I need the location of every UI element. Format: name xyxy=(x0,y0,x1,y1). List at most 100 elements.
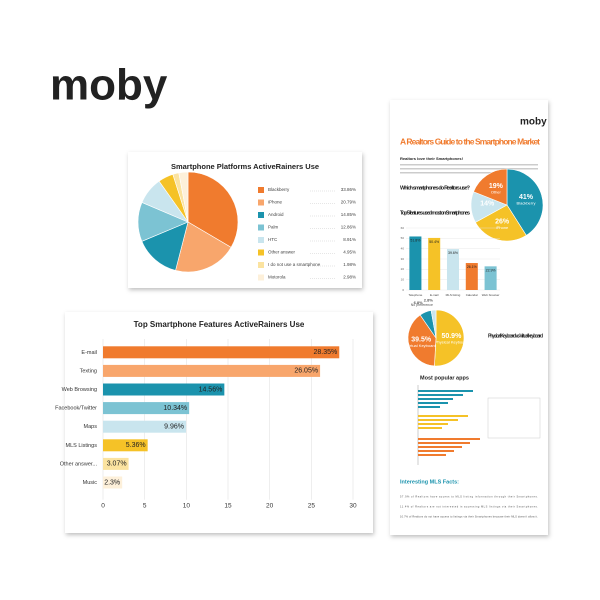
value-label: 50.4% xyxy=(429,240,439,244)
category-label: MLS Listings xyxy=(66,443,98,449)
x-tick-label: 30 xyxy=(349,503,357,510)
bar xyxy=(446,249,460,290)
value-label: 28.35% xyxy=(314,349,338,356)
intro-text-lines xyxy=(400,164,538,174)
category-label: E-mail xyxy=(81,350,97,356)
chart-title: Top Smartphone Features ActiveRainers Us… xyxy=(134,320,305,329)
value-label: 10.34% xyxy=(163,405,187,412)
x-tick-label: 10 xyxy=(183,503,191,510)
category-label: Texting xyxy=(80,368,97,374)
infographic-logo: moby xyxy=(520,117,547,128)
legend-label: Android xyxy=(268,212,284,217)
legend-swatch xyxy=(258,274,264,281)
legend-value: 1.98% xyxy=(343,262,356,267)
bar xyxy=(428,237,441,290)
y-tick-label: 20 xyxy=(401,267,405,271)
slice-value: 50.9% xyxy=(441,333,462,340)
category-label: Other answer... xyxy=(60,461,98,467)
slice-label: No preference xyxy=(411,303,433,307)
infographic-title: A Realtors Guide to the Smartphone Marke… xyxy=(400,136,540,146)
pie-slice xyxy=(475,204,527,242)
bar xyxy=(103,346,340,359)
category-label: Web Browsing xyxy=(62,387,97,393)
legend-value: 20.79% xyxy=(341,200,356,205)
legend-label: I do not use a smartphone xyxy=(268,262,321,267)
legend-label: Palm xyxy=(268,225,279,230)
y-tick-label: 10 xyxy=(401,277,405,281)
value-label: 51.8% xyxy=(410,238,420,242)
x-tick-label: 5 xyxy=(143,503,147,510)
y-tick-label: 60 xyxy=(401,226,405,230)
category-label: Web browser xyxy=(482,293,500,297)
pie-slice xyxy=(434,309,465,367)
category-label: Maps xyxy=(84,424,98,430)
pie-slice xyxy=(175,221,232,273)
slice-value: 14% xyxy=(480,201,495,208)
value-label: 3.07% xyxy=(107,461,127,468)
legend-value: 4.95% xyxy=(343,250,356,255)
facts-title: Interesting MLS Facts: xyxy=(400,479,459,485)
apps-title: Most popular apps xyxy=(420,375,469,381)
fact: 57.9% of Realtors have access to MLS lis… xyxy=(400,495,538,499)
x-tick-label: 25 xyxy=(308,503,316,510)
slice-label: Other xyxy=(491,190,502,195)
slice-label: Blackberry xyxy=(517,201,536,206)
legend-label: Blackberry xyxy=(268,187,290,192)
bar xyxy=(103,476,123,489)
bar xyxy=(409,236,422,290)
legend-value: 14.85% xyxy=(341,212,356,217)
legend-swatch xyxy=(258,249,264,256)
x-tick-label: 15 xyxy=(224,503,232,510)
value-label: 5.36% xyxy=(126,442,146,449)
pie-slice xyxy=(407,314,437,367)
slice-value: 41% xyxy=(519,194,534,201)
value-label: 26.05% xyxy=(294,368,318,375)
category-label: Calendar xyxy=(466,293,478,297)
y-tick-label: 50 xyxy=(401,236,405,240)
slice-value: 26% xyxy=(495,219,510,226)
bar xyxy=(103,457,129,470)
value-label: 22.9% xyxy=(486,268,496,272)
legend-swatch xyxy=(258,262,264,268)
legend-label: iPhone xyxy=(268,200,283,205)
legend-swatch xyxy=(258,199,264,206)
chart-title: Which smartphones do Realtors use? xyxy=(400,185,471,191)
slice-label: Virtual Keyboard xyxy=(406,343,436,348)
pie-slice xyxy=(187,171,239,248)
pie-slice xyxy=(178,171,189,223)
category-label: Facebook/Twitter xyxy=(55,406,97,412)
apps-chart xyxy=(417,385,541,465)
bar xyxy=(103,439,148,452)
y-tick-label: 30 xyxy=(401,257,405,261)
slice-label: iPhone xyxy=(496,225,509,230)
legend-label: Other answer xyxy=(268,250,296,255)
legend-swatch xyxy=(258,212,264,218)
bar xyxy=(103,383,225,396)
chart-title: Physical Keyboard vs Virtual keyboard xyxy=(488,333,543,339)
value-label: 14.56% xyxy=(199,386,223,393)
category-label: MLS listing xyxy=(446,293,461,297)
legend-value: 8.91% xyxy=(343,237,356,242)
legend-swatch xyxy=(258,237,264,243)
slice-label: Physical Keyboard xyxy=(435,339,468,344)
slice-value: 19% xyxy=(489,183,504,190)
category-label: Telephone xyxy=(408,293,422,297)
bar xyxy=(103,420,186,433)
infographic-intro: Realtors love their Smartphones! xyxy=(400,156,463,161)
fact: 10.7% of Realtors do not have access to … xyxy=(400,515,538,519)
legend-value: 33.86% xyxy=(341,187,356,192)
slice-value: 2.8% xyxy=(424,298,434,303)
legend-label: Motorola xyxy=(268,275,286,280)
slice-value: 6.8% xyxy=(414,300,424,305)
x-tick-label: 0 xyxy=(101,503,105,510)
x-tick-label: 20 xyxy=(266,503,274,510)
legend-value: 12.86% xyxy=(341,225,356,230)
chart-title: Top 5 features used most on Smartphones xyxy=(400,210,470,216)
legend-label: HTC xyxy=(268,237,278,242)
legend-value: 2.98% xyxy=(343,275,356,280)
value-label: 9.96% xyxy=(164,424,184,431)
bar xyxy=(103,402,190,415)
pie-slice xyxy=(430,309,437,339)
bar xyxy=(484,266,497,290)
